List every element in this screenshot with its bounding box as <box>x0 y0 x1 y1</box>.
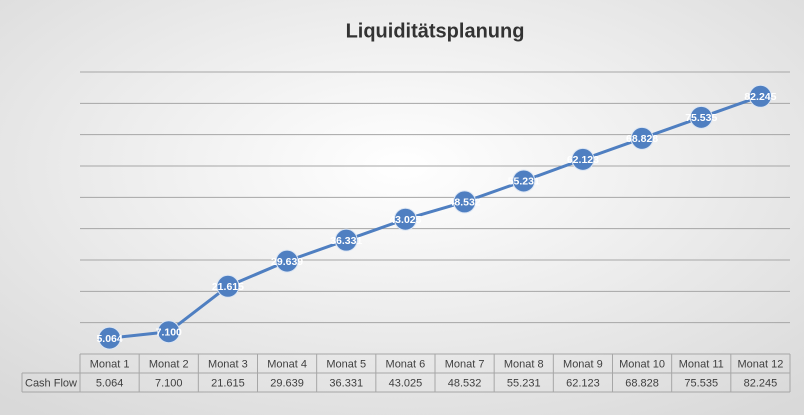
table-value: 68.828 <box>625 377 659 389</box>
x-tick-label: Monat 10 <box>619 358 665 370</box>
marker <box>157 320 181 344</box>
marker <box>630 126 654 150</box>
data-label: 62.123 <box>567 154 599 166</box>
table-value: 5.064 <box>96 377 124 389</box>
data-label: 7.100 <box>156 327 182 339</box>
data-label: 36.331 <box>330 235 362 247</box>
series-name: Cash Flow <box>25 377 77 389</box>
table-value: 36.331 <box>329 377 363 389</box>
x-tick-label: Monat 12 <box>737 358 783 370</box>
x-tick-label: Monat 1 <box>90 358 130 370</box>
plot-area: Monat 1 Monat 2 Monat 3 Monat 4 Monat 5 Monat… <box>21 71 791 393</box>
marker <box>98 326 122 350</box>
data-label: 43.025 <box>389 214 421 226</box>
x-tick-label: Monat 8 <box>504 358 544 370</box>
table-value: 7.100 <box>155 377 183 389</box>
marker <box>453 190 477 214</box>
x-tick-label: Monat 3 <box>208 358 248 370</box>
data-label: 29.639 <box>271 256 303 268</box>
data-label: 68.828 <box>626 133 658 145</box>
table-value: 48.532 <box>448 377 482 389</box>
marker <box>748 84 772 108</box>
marker <box>275 249 299 273</box>
table-value: 43.025 <box>389 377 423 389</box>
marker <box>512 169 536 193</box>
marker <box>393 207 417 231</box>
data-label: 75.535 <box>685 112 717 124</box>
x-tick-label: Monat 5 <box>326 358 366 370</box>
data-label: 82.245 <box>744 91 776 103</box>
table-value: 55.231 <box>507 377 541 389</box>
data-label: 21.615 <box>212 281 244 293</box>
marker <box>689 105 713 129</box>
marker <box>571 147 595 171</box>
x-tick-label: Monat 6 <box>386 358 426 370</box>
data-label: 48.532 <box>449 197 481 209</box>
x-tick-label: Monat 4 <box>267 358 307 370</box>
marker <box>216 274 240 298</box>
chart-title: Liquiditätsplanung <box>346 20 525 42</box>
data-label: 55.231 <box>508 176 540 188</box>
x-tick-label: Monat 7 <box>445 358 485 370</box>
x-tick-label: Monat 11 <box>679 358 724 370</box>
x-tick-label: Monat 9 <box>563 358 603 370</box>
table-value: 29.639 <box>270 377 304 389</box>
table-value: 82.245 <box>744 377 778 389</box>
table-value: 21.615 <box>211 377 245 389</box>
x-tick-label: Monat 2 <box>149 358 189 370</box>
marker <box>334 228 358 252</box>
table-value: 62.123 <box>566 377 600 389</box>
data-label: 5.064 <box>96 333 122 345</box>
table-value: 75.535 <box>684 377 718 389</box>
